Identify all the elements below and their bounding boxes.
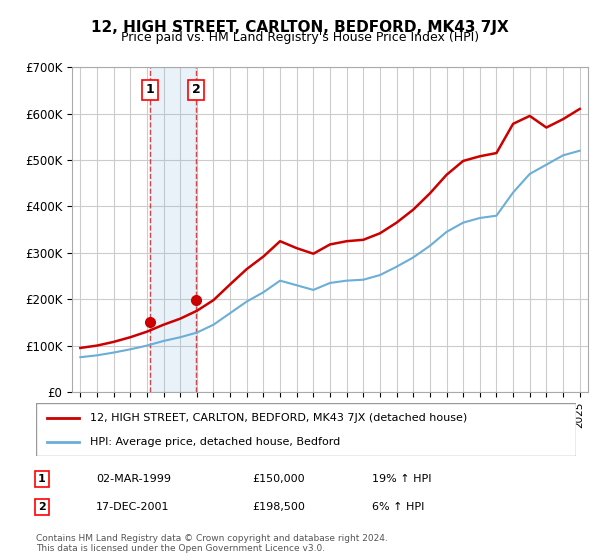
Text: 12, HIGH STREET, CARLTON, BEDFORD, MK43 7JX: 12, HIGH STREET, CARLTON, BEDFORD, MK43 …: [91, 20, 509, 35]
Text: HPI: Average price, detached house, Bedford: HPI: Average price, detached house, Bedf…: [90, 436, 340, 446]
Bar: [150, 67, 196, 392]
Text: £198,500: £198,500: [252, 502, 305, 512]
Text: 1: 1: [38, 474, 46, 484]
Text: 02-MAR-1999: 02-MAR-1999: [96, 474, 171, 484]
Text: £150,000: £150,000: [252, 474, 305, 484]
Text: 6% ↑ HPI: 6% ↑ HPI: [372, 502, 424, 512]
Text: Price paid vs. HM Land Registry's House Price Index (HPI): Price paid vs. HM Land Registry's House …: [121, 31, 479, 44]
Text: 2: 2: [38, 502, 46, 512]
Text: 17-DEC-2001: 17-DEC-2001: [96, 502, 170, 512]
FancyBboxPatch shape: [36, 403, 576, 456]
Text: 2: 2: [192, 83, 200, 96]
Text: 19% ↑ HPI: 19% ↑ HPI: [372, 474, 431, 484]
Text: Contains HM Land Registry data © Crown copyright and database right 2024.
This d: Contains HM Land Registry data © Crown c…: [36, 534, 388, 553]
Text: 1: 1: [145, 83, 154, 96]
Text: 12, HIGH STREET, CARLTON, BEDFORD, MK43 7JX (detached house): 12, HIGH STREET, CARLTON, BEDFORD, MK43 …: [90, 413, 467, 423]
